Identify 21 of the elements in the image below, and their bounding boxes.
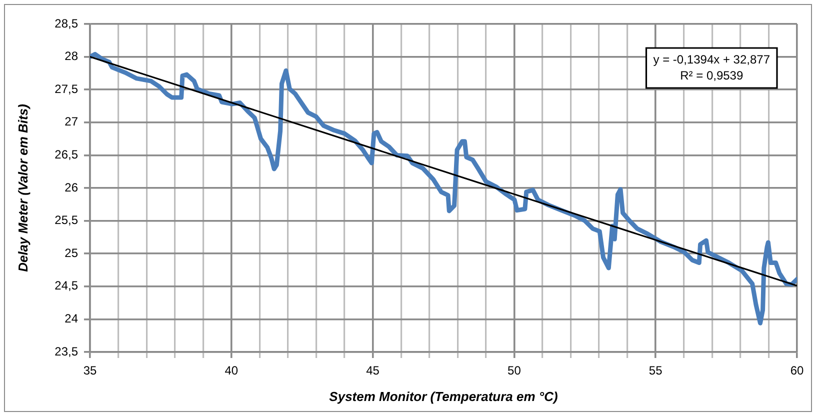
y-tick-label: 25,5	[54, 213, 78, 228]
y-tick-label: 25	[64, 246, 78, 260]
x-tick-label: 45	[366, 364, 380, 378]
y-tick-label: 23,5	[54, 344, 78, 358]
y-tick-label: 24	[64, 312, 78, 326]
annotation: y = -0,1394x + 32,877	[653, 52, 770, 66]
x-axis-title: System Monitor (Temperatura em °C)	[329, 388, 558, 404]
x-tick-label: 35	[83, 364, 97, 378]
y-axis-title: Delay Meter (Valor em Bits)	[15, 104, 30, 272]
x-tick-label: 50	[508, 364, 522, 378]
y-tick-label: 26,5	[54, 148, 78, 162]
y-tick-label: 27	[64, 114, 78, 129]
y-tick-label: 28,5	[54, 16, 78, 30]
y-tick-label: 24,5	[54, 278, 78, 293]
x-tick-label: 55	[648, 364, 663, 378]
y-tick-label: 27,5	[54, 82, 78, 96]
x-tick-label: 60	[790, 364, 804, 378]
annotation: R² = 0,9539	[680, 68, 744, 82]
x-tick-label: 40	[224, 364, 238, 378]
y-tick-label: 28	[64, 49, 78, 64]
y-tick-label: 26	[64, 180, 78, 194]
